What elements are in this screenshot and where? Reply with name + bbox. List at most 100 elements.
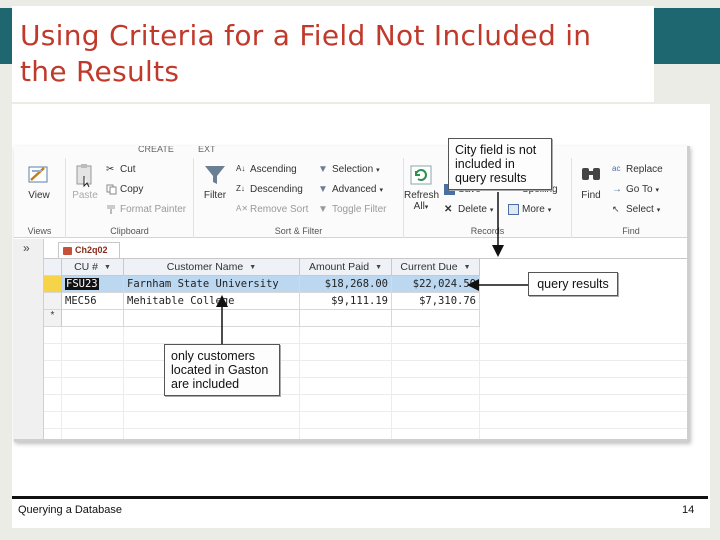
column-header-amount-paid[interactable]: Amount Paid ▼ <box>300 259 392 276</box>
filter-button[interactable]: Filter <box>198 162 232 201</box>
records-group-label: Records <box>470 226 505 236</box>
view-button[interactable]: View <box>22 162 56 201</box>
clipboard-group-label: Clipboard <box>110 226 149 236</box>
callout-gaston: only customers located in Gaston are inc… <box>164 344 280 396</box>
find-group: Find ac Replace → Go To ▾ ↖ Select ▾ Find <box>572 158 687 238</box>
new-record-cell[interactable] <box>124 310 300 327</box>
tab-external[interactable]: EXT <box>198 146 216 154</box>
cell-cu[interactable]: FSU23 <box>62 276 124 293</box>
cut-button[interactable]: ✂ Cut <box>106 164 136 175</box>
cell-amount-paid[interactable]: $18,268.00 <box>300 276 392 293</box>
copy-button[interactable]: Copy <box>106 184 143 195</box>
replace-label: Replace <box>626 164 663 175</box>
column-divider <box>44 327 62 439</box>
find-label: Find <box>581 190 601 201</box>
format-painter-button[interactable]: Format Painter <box>106 204 186 215</box>
column-header-customer-name[interactable]: Customer Name ▼ <box>124 259 300 276</box>
new-record-cell[interactable] <box>300 310 392 327</box>
toggle-filter-button[interactable]: ▼ Toggle Filter <box>318 204 386 215</box>
arrow-right-icon: → <box>612 184 622 195</box>
chevron-down-icon[interactable]: ▼ <box>249 263 257 271</box>
document-tab[interactable]: Ch2q02 <box>58 242 120 258</box>
column-header-current-due[interactable]: Current Due ▼ <box>392 259 480 276</box>
sort-ascending-icon: A↓ <box>236 164 246 173</box>
column-header-label: Current Due <box>400 261 458 273</box>
delete-button[interactable]: ✕ Delete ▾ <box>444 204 493 215</box>
record-selector[interactable] <box>44 276 62 293</box>
go-to-label: Go To <box>626 184 653 195</box>
selection-label: Selection <box>332 164 374 175</box>
find-button[interactable]: Find <box>574 162 608 201</box>
select-label: Select <box>626 204 654 215</box>
new-record-selector[interactable]: * <box>44 310 62 327</box>
sort-filter-group-label: Sort & Filter <box>274 226 323 236</box>
cell-current-due[interactable]: $7,310.76 <box>392 293 480 310</box>
remove-sort-button[interactable]: A✕ Remove Sort <box>236 204 308 215</box>
new-record-cell[interactable] <box>392 310 480 327</box>
query-icon <box>63 247 72 255</box>
datasheet-empty-area <box>44 327 687 439</box>
cell-cu-value: FSU23 <box>65 278 99 290</box>
advanced-filter-icon: ▼ <box>318 184 328 195</box>
chevron-down-icon[interactable]: ▼ <box>104 263 111 271</box>
callout-query-results: query results <box>528 272 618 296</box>
accent-bar-left <box>0 8 12 64</box>
clipboard-group: Paste ✂ Cut Copy Format Painter Clipboard <box>66 158 194 238</box>
navigation-pane-collapsed[interactable]: » <box>14 239 44 439</box>
chevron-down-icon[interactable]: ▼ <box>375 263 383 271</box>
footer-text: Querying a Database <box>18 504 122 516</box>
replace-icon: ac <box>612 164 621 173</box>
chevron-down-icon: ▾ <box>424 204 429 211</box>
descending-button[interactable]: Z↓ Descending <box>236 184 303 195</box>
selection-filter-icon: ▼ <box>318 164 328 175</box>
view-label: View <box>28 190 50 201</box>
chevron-down-icon[interactable]: ▼ <box>463 263 471 271</box>
column-header-label: Amount Paid <box>308 261 370 273</box>
new-record-cell[interactable] <box>62 310 124 327</box>
cell-customer-name[interactable]: Farnham State University <box>124 276 300 293</box>
advanced-button[interactable]: ▼ Advanced ▾ <box>318 184 383 195</box>
ribbon-tab-strip: CREATE EXT <box>14 146 687 156</box>
advanced-label: Advanced <box>332 184 377 195</box>
table-icon <box>508 204 519 215</box>
title-box: Using Criteria for a Field Not Included … <box>12 6 654 102</box>
column-divider <box>62 327 124 439</box>
remove-sort-icon: A✕ <box>236 204 249 213</box>
format-painter-label: Format Painter <box>120 204 187 215</box>
column-header-label: CU # <box>74 261 98 273</box>
sort-descending-icon: Z↓ <box>236 184 245 193</box>
paste-label: Paste <box>72 190 98 201</box>
sort-filter-group: Filter A↓ Ascending Z↓ Descending A✕ Remove… <box>194 158 404 238</box>
select-button[interactable]: ↖ Select ▾ <box>612 204 660 215</box>
column-header-cu[interactable]: CU # ▼ <box>62 259 124 276</box>
views-group: View Views <box>14 158 66 238</box>
select-all-corner[interactable] <box>44 259 62 276</box>
tab-create[interactable]: CREATE <box>138 146 174 154</box>
expand-chevron-icon[interactable]: » <box>23 241 30 255</box>
cell-customer-name[interactable]: Mehitable College <box>124 293 300 310</box>
paste-button[interactable]: Paste <box>68 162 102 201</box>
cursor-icon: ↖ <box>612 204 620 214</box>
refresh-icon <box>410 165 432 185</box>
selection-button[interactable]: ▼ Selection ▾ <box>318 164 380 175</box>
toggle-filter-icon: ▼ <box>318 204 328 215</box>
go-to-button[interactable]: → Go To ▾ <box>612 184 659 195</box>
refresh-all-button[interactable]: Refresh All▾ <box>404 162 439 212</box>
views-group-label: Views <box>27 226 52 236</box>
refresh-all-label: All <box>413 201 425 212</box>
copy-label: Copy <box>120 184 144 195</box>
filter-icon <box>205 166 225 184</box>
column-divider <box>124 327 300 439</box>
ascending-button[interactable]: A↓ Ascending <box>236 164 297 175</box>
document-tab-label: Ch2q02 <box>75 245 108 255</box>
cell-current-due[interactable]: $22,024.50 <box>392 276 480 293</box>
cell-amount-paid[interactable]: $9,111.19 <box>300 293 392 310</box>
replace-button[interactable]: ac Replace <box>612 164 663 175</box>
datasheet: CU # ▼ Customer Name ▼ Amount Paid ▼ Curren… <box>44 258 687 439</box>
chevron-down-icon: ▾ <box>655 186 660 194</box>
more-button[interactable]: More ▾ <box>508 204 551 215</box>
record-selector[interactable] <box>44 293 62 310</box>
find-group-label: Find <box>622 226 640 236</box>
more-label: More <box>522 204 545 215</box>
cell-cu[interactable]: MEC56 <box>62 293 124 310</box>
